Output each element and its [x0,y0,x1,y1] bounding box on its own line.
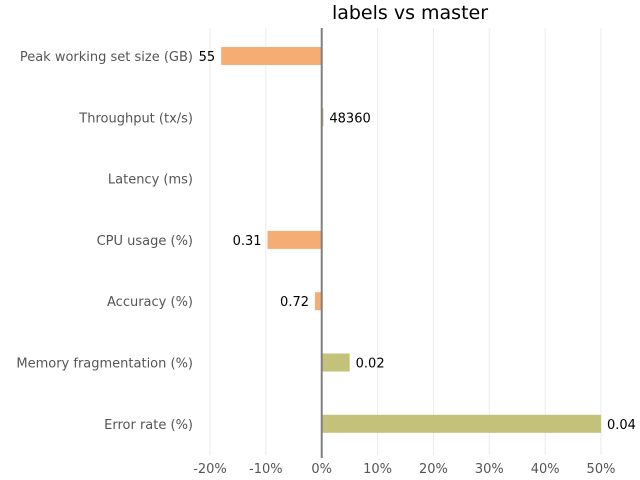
value-label: 0.31 [233,234,262,249]
value-label: 0.72 [280,295,309,310]
bar [321,414,601,433]
value-label: 48360 [329,111,370,126]
bars [221,47,601,433]
chart-title: labels vs master [332,2,488,24]
value-label: 0.02 [356,357,385,372]
category-label: Memory fragmentation (%) [16,357,193,372]
category-label: CPU usage (%) [97,234,193,249]
x-tick-label: 0% [311,462,332,477]
x-tick-label: -20% [193,462,227,477]
value-label: 55 [199,50,216,65]
bar [267,230,322,249]
x-tick-label: 10% [363,462,392,477]
x-tick-labels: -20% -10% 0% 10% 20% 30% 40% 50% [193,462,615,477]
category-label: Latency (ms) [108,173,193,188]
category-labels: Peak working set size (GB) Throughput (tx… [16,50,193,433]
value-label: 0.04 [607,418,636,433]
category-label: Throughput (tx/s) [78,111,193,126]
x-tick-label: 40% [531,462,560,477]
bar [221,47,322,65]
category-label: Error rate (%) [104,418,193,433]
x-tick-label: 20% [419,462,448,477]
category-label: Peak working set size (GB) [20,50,193,65]
category-label: Accuracy (%) [107,295,193,310]
bar [321,353,350,372]
x-tick-label: 50% [587,462,616,477]
bar [315,292,322,311]
x-tick-label: 30% [475,462,504,477]
x-tick-label: -10% [249,462,283,477]
value-labels: 55 48360 0.31 0.72 0.02 0.04 [199,50,636,433]
